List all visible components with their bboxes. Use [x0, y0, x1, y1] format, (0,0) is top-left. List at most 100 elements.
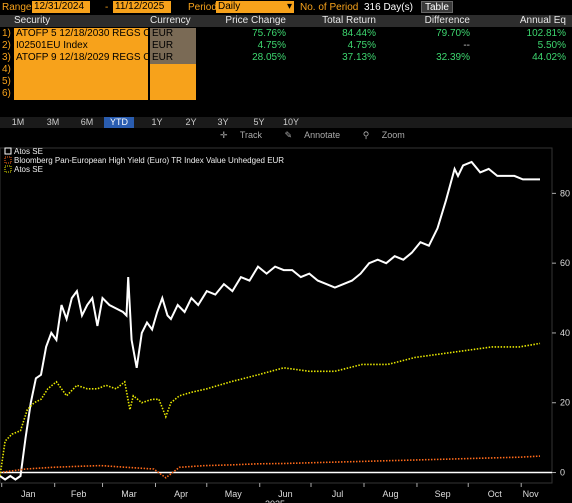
x-tick-label: Nov [523, 489, 540, 499]
tab-1y[interactable]: 1Y [151, 117, 163, 127]
tab-2y[interactable]: 2Y [185, 117, 197, 127]
x-tick-label: Sep [435, 489, 451, 499]
currency-cell[interactable] [150, 88, 196, 100]
total-return-cell [290, 88, 376, 100]
row-index: 2) [2, 40, 11, 51]
row-index: 3) [2, 52, 11, 63]
total-return-cell: 4.75% [347, 40, 376, 51]
y-tick-label: 40 [560, 328, 570, 338]
row-index: 6) [2, 88, 11, 99]
x-tick-label: Aug [382, 489, 398, 499]
x-tick-label: Oct [488, 489, 503, 499]
table-button[interactable]: Table [421, 1, 453, 13]
price-change-cell [200, 64, 286, 76]
price-change-cell: 28.05% [252, 52, 286, 63]
magnifier-icon: ⚲ [362, 130, 370, 140]
table-row[interactable]: 2) I02501EU Index EUR 4.75% 4.75% -- 5.50% [0, 40, 572, 52]
row-index: 1) [2, 28, 11, 39]
security-cell[interactable]: ATOFP 5 12/18/2030 REGS Cc [14, 28, 148, 40]
pencil-icon: ✎ [284, 130, 293, 140]
price-change-cell: 4.75% [257, 40, 286, 51]
security-cell[interactable]: ATOFP 9 12/18/2029 REGS Cc [14, 52, 148, 64]
x-tick-label: Mar [121, 489, 137, 499]
price-change-cell [200, 76, 286, 88]
annotate-button[interactable]: ✎ Annotate [284, 130, 341, 140]
period-value: Daily [218, 1, 241, 12]
security-cell[interactable] [14, 76, 148, 88]
price-change-cell [200, 88, 286, 100]
series-line-3 [0, 342, 541, 477]
security-cell[interactable]: I02501EU Index [14, 40, 148, 52]
series-line-2 [0, 455, 541, 479]
tab-6m[interactable]: 6M [80, 117, 94, 127]
col-total-return: Total Return [322, 15, 376, 26]
legend-swatch [4, 147, 12, 155]
legend-label: Atos SE [14, 165, 43, 174]
chart-area[interactable]: 0 20 40 60 80 Jan Feb Mar Apr May Jun Jul Aug Sep Oct N… [0, 143, 572, 503]
annual-eq-cell [474, 76, 566, 88]
security-cell[interactable] [14, 64, 148, 76]
currency-cell[interactable] [150, 64, 196, 76]
date-from-input[interactable]: 12/31/2024 [32, 1, 90, 13]
tab-10y[interactable]: 10Y [282, 117, 299, 127]
x-tick-label: Apr [174, 489, 188, 499]
difference-cell: 32.39% [436, 52, 470, 63]
table-header: Security Currency Price Change Total Ret… [0, 15, 572, 27]
x-tick-label: Jan [21, 489, 36, 499]
date-to-input[interactable]: 11/12/2025 [113, 1, 171, 13]
col-annual-eq: Annual Eq [519, 15, 566, 26]
difference-cell: -- [463, 40, 470, 51]
difference-cell [380, 76, 470, 88]
difference-cell: 79.70% [436, 28, 470, 39]
period-select[interactable]: Daily ▾ [216, 1, 294, 13]
x-axis-label: 2025 [265, 499, 285, 503]
x-tick-label: Jun [278, 489, 293, 499]
x-tick-label: Jul [332, 489, 344, 499]
y-tick-label: 80 [560, 188, 570, 198]
top-toolbar: Range 12/31/2024 - 11/12/2025 Period Dai… [0, 0, 572, 14]
crosshair-icon: ✛ [220, 130, 228, 140]
legend-swatch [4, 165, 12, 173]
currency-cell[interactable] [150, 76, 196, 88]
col-difference: Difference [424, 15, 470, 26]
annual-eq-cell: 102.81% [526, 28, 566, 39]
table-row[interactable]: 4) [0, 64, 572, 76]
col-security: Security [14, 15, 51, 26]
tab-5y[interactable]: 5Y [253, 117, 265, 127]
period-tabs: 1M 3M 6M YTD 1Y 2Y 3Y 5Y 10Y [0, 117, 572, 128]
date-separator: - [105, 2, 109, 13]
annual-eq-cell [474, 88, 566, 100]
zoom-button[interactable]: ⚲ Zoom [362, 130, 405, 140]
price-change-cell: 75.76% [252, 28, 286, 39]
legend-label: Bloomberg Pan-European High Yield (Euro)… [14, 156, 284, 165]
table-row[interactable]: 6) [0, 88, 572, 100]
tab-3y[interactable]: 3Y [217, 117, 229, 127]
track-button[interactable]: ✛ Track [220, 130, 263, 140]
tab-ytd[interactable]: YTD [104, 117, 134, 128]
period-label: Period [188, 2, 217, 13]
row-index: 4) [2, 64, 11, 75]
dropdown-arrow-icon: ▾ [286, 1, 292, 12]
table-row[interactable]: 3) ATOFP 9 12/18/2029 REGS Cc EUR 28.05% 37.… [0, 52, 572, 64]
legend-swatch [4, 156, 12, 164]
row-index: 5) [2, 76, 11, 87]
total-return-cell [290, 76, 376, 88]
currency-cell[interactable]: EUR [150, 40, 196, 52]
nperiod-label: No. of Period [300, 2, 359, 13]
table-row[interactable]: 1) ATOFP 5 12/18/2030 REGS Cc EUR 75.76% 84.… [0, 28, 572, 40]
total-return-cell [290, 64, 376, 76]
total-return-cell: 84.44% [342, 28, 376, 39]
table-row[interactable]: 5) [0, 76, 572, 88]
plot-frame [0, 147, 553, 484]
currency-cell[interactable]: EUR [150, 52, 196, 64]
currency-cell[interactable]: EUR [150, 28, 196, 40]
annual-eq-cell: 5.50% [537, 40, 566, 51]
range-label: Range [2, 2, 32, 13]
annual-eq-cell: 44.02% [532, 52, 566, 63]
security-cell[interactable] [14, 88, 148, 100]
tab-1m[interactable]: 1M [11, 117, 25, 127]
nperiod-value: 316 Day(s) [364, 2, 413, 13]
difference-cell [380, 88, 470, 100]
col-price-change: Price Change [225, 15, 286, 26]
tab-3m[interactable]: 3M [46, 117, 60, 127]
